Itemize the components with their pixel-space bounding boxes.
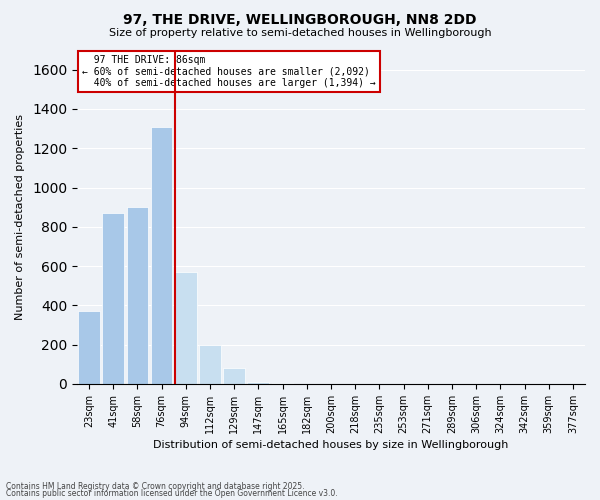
Bar <box>103 213 124 384</box>
Text: Contains HM Land Registry data © Crown copyright and database right 2025.: Contains HM Land Registry data © Crown c… <box>6 482 305 491</box>
Bar <box>247 382 269 384</box>
Y-axis label: Number of semi-detached properties: Number of semi-detached properties <box>15 114 25 320</box>
Bar <box>175 272 197 384</box>
Text: 97 THE DRIVE: 86sqm  
← 60% of semi-detached houses are smaller (2,092)
  40% of: 97 THE DRIVE: 86sqm ← 60% of semi-detach… <box>82 55 376 88</box>
Text: Size of property relative to semi-detached houses in Wellingborough: Size of property relative to semi-detach… <box>109 28 491 38</box>
Bar <box>223 368 245 384</box>
X-axis label: Distribution of semi-detached houses by size in Wellingborough: Distribution of semi-detached houses by … <box>153 440 509 450</box>
Bar <box>127 207 148 384</box>
Bar <box>199 344 221 384</box>
Text: 97, THE DRIVE, WELLINGBOROUGH, NN8 2DD: 97, THE DRIVE, WELLINGBOROUGH, NN8 2DD <box>123 12 477 26</box>
Bar <box>78 312 100 384</box>
Bar <box>151 126 172 384</box>
Bar <box>272 383 293 384</box>
Text: Contains public sector information licensed under the Open Government Licence v3: Contains public sector information licen… <box>6 490 338 498</box>
